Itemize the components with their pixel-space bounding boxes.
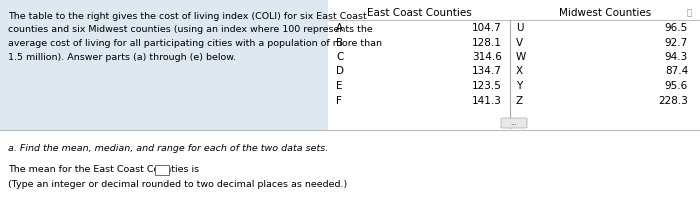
Text: ...: ...	[510, 120, 517, 126]
Text: 134.7: 134.7	[472, 67, 502, 77]
Text: counties and six Midwest counties (using an index where 100 represents the: counties and six Midwest counties (using…	[8, 26, 372, 34]
Text: (Type an integer or decimal rounded to two decimal places as needed.): (Type an integer or decimal rounded to t…	[8, 180, 347, 189]
Text: 141.3: 141.3	[472, 95, 502, 105]
FancyBboxPatch shape	[501, 118, 527, 128]
Text: W: W	[516, 52, 526, 62]
Text: 104.7: 104.7	[473, 23, 502, 33]
Text: 87.4: 87.4	[665, 67, 688, 77]
Text: 92.7: 92.7	[665, 38, 688, 48]
Text: 1.5 million). Answer parts (a) through (e) below.: 1.5 million). Answer parts (a) through (…	[8, 52, 236, 61]
Text: U: U	[516, 23, 524, 33]
Text: V: V	[516, 38, 523, 48]
Text: The table to the right gives the cost of living index (COLI) for six East Coast: The table to the right gives the cost of…	[8, 12, 367, 21]
Text: D: D	[336, 67, 344, 77]
Text: average cost of living for all participating cities with a population of more th: average cost of living for all participa…	[8, 39, 382, 48]
Text: 128.1: 128.1	[472, 38, 502, 48]
Bar	[155, 165, 169, 175]
Text: B: B	[336, 38, 343, 48]
Bar	[0, 130, 700, 222]
Text: F: F	[336, 95, 342, 105]
Bar	[328, 0, 700, 130]
Text: A: A	[336, 23, 343, 33]
Text: X: X	[516, 67, 523, 77]
Text: 96.5: 96.5	[665, 23, 688, 33]
Text: 228.3: 228.3	[658, 95, 688, 105]
Text: The mean for the East Coast Counties is: The mean for the East Coast Counties is	[8, 165, 199, 174]
Text: C: C	[336, 52, 344, 62]
Text: Midwest Counties: Midwest Counties	[559, 8, 651, 18]
Text: a. Find the mean, median, and range for each of the two data sets.: a. Find the mean, median, and range for …	[8, 144, 328, 153]
Text: East Coast Counties: East Coast Counties	[367, 8, 471, 18]
Text: Y: Y	[516, 81, 522, 91]
Text: Z: Z	[516, 95, 523, 105]
Text: 95.6: 95.6	[665, 81, 688, 91]
Text: 123.5: 123.5	[472, 81, 502, 91]
Text: 314.6: 314.6	[472, 52, 502, 62]
Text: 94.3: 94.3	[665, 52, 688, 62]
Text: ⎘: ⎘	[687, 8, 692, 17]
Text: E: E	[336, 81, 342, 91]
